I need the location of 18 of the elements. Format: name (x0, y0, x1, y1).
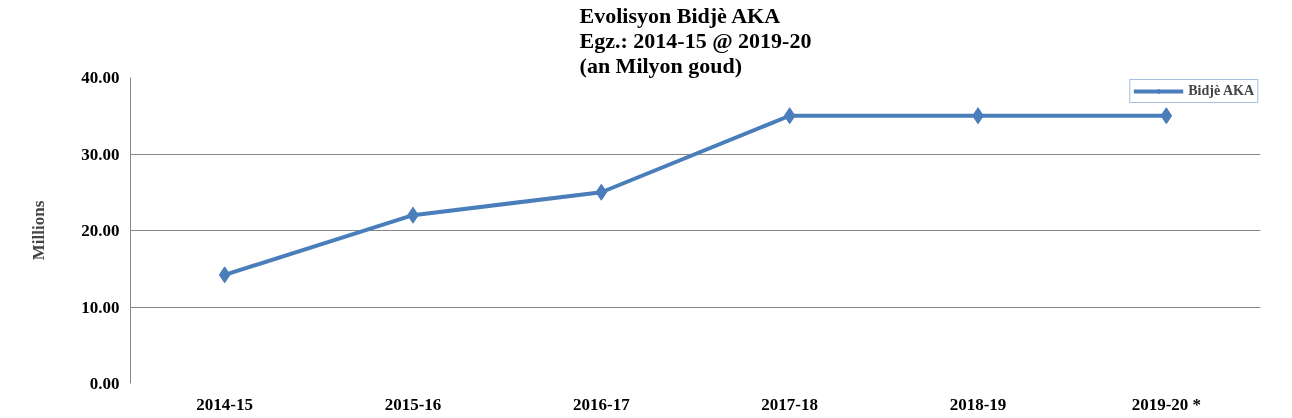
chart-title: Evolisyon Bidjè AKA Egz.: 2014-15 @ 2019-20 (an Milyon goud) (579, 2, 812, 78)
x-tick-label: 2019-20 * (1131, 394, 1202, 414)
point (1160, 107, 1173, 125)
point (595, 183, 608, 201)
y-tick-label: 10.00 (81, 297, 120, 317)
x-tick-label: 2018-19 (949, 394, 1007, 414)
x-tick-label: 2016-17 (573, 394, 631, 414)
y-tick-label: 20.00 (81, 221, 120, 240)
point (218, 266, 231, 284)
y-tick-label: 30.00 (81, 144, 120, 164)
x-tick-label: 2014-15 (196, 394, 254, 414)
x-tick-label: 2015-16 (384, 394, 442, 414)
legend-label: Bidjè AKA (1188, 83, 1254, 99)
y-tick-label: 40.00 (81, 68, 120, 87)
point (783, 107, 796, 125)
y-axis-title: Millions (29, 200, 49, 261)
x-tick-label: 2017-18 (761, 394, 819, 414)
y-tick-label: 0.00 (89, 374, 120, 393)
